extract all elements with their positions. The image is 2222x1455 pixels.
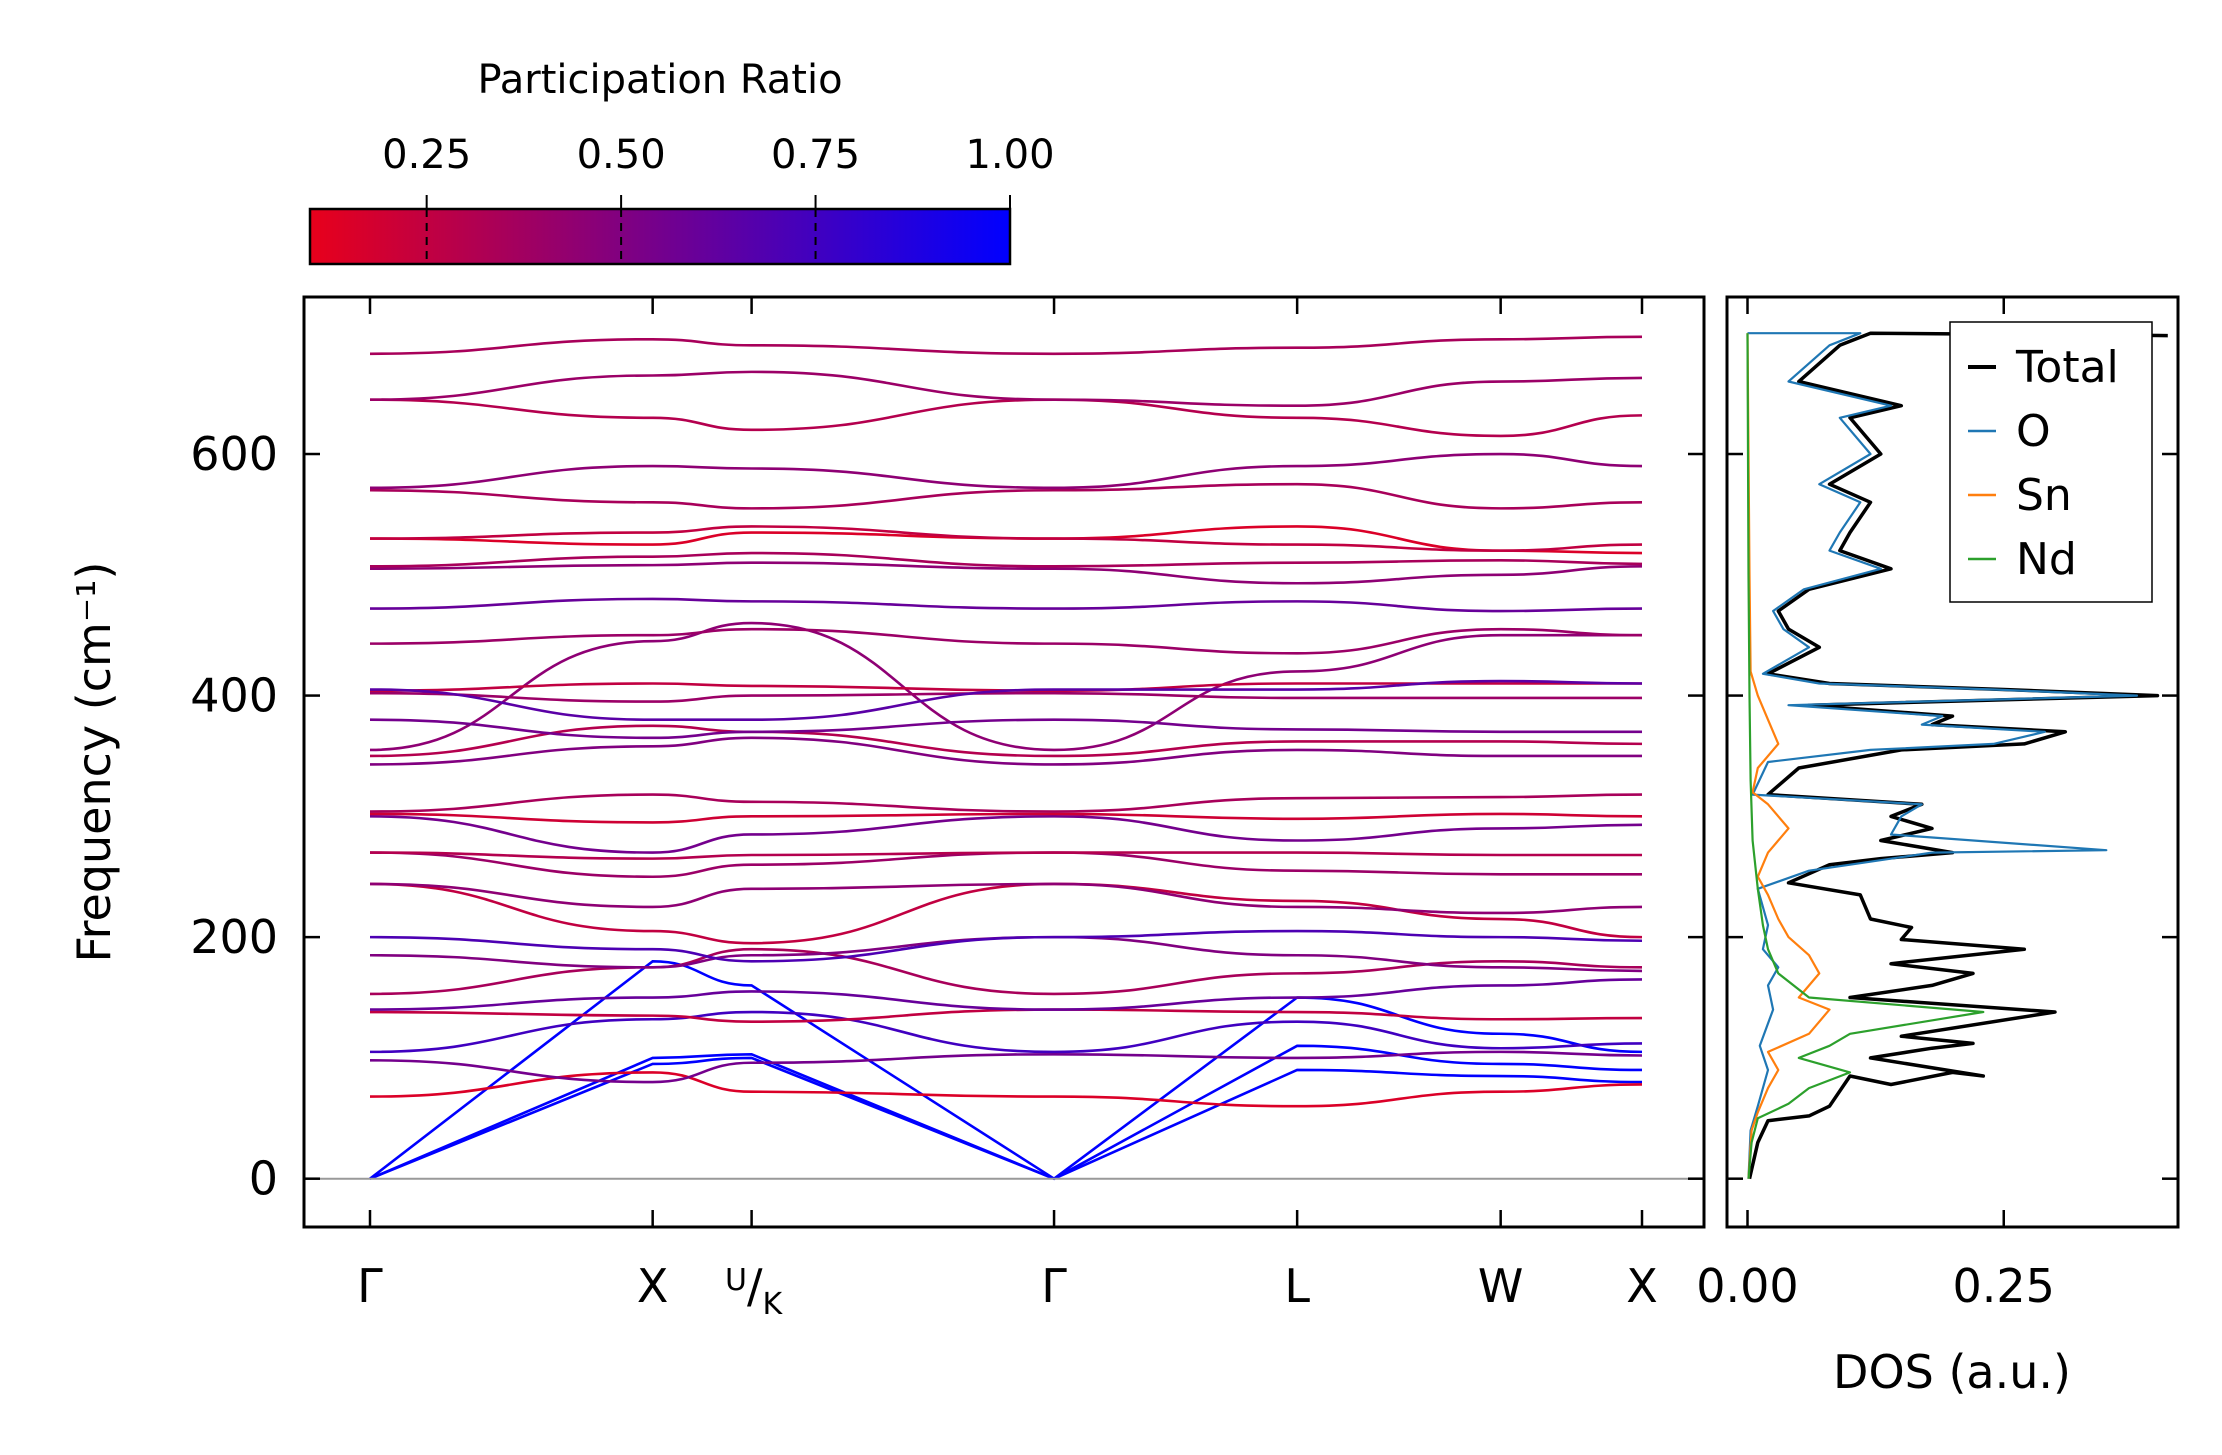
kpoint-label: U/K — [725, 1259, 783, 1322]
phonon-branch — [369, 679, 1643, 722]
dos-series-nd — [1746, 333, 1985, 1179]
phonon-branch — [369, 1010, 1643, 1054]
phonon-branch — [369, 929, 1643, 963]
kpoint-label: Γ — [1041, 1259, 1067, 1313]
phonon-branch — [369, 882, 1643, 945]
dos-series-total — [1747, 331, 2168, 1180]
dos-panel: 0.00 0.25 DOS (a.u.) Total O Sn Nd — [1696, 295, 2180, 1399]
kpoint-label: X — [1626, 1259, 1658, 1313]
phonon-branch — [369, 370, 1643, 408]
phonon-branch — [369, 718, 1642, 740]
kpoint-label: Γ — [357, 1259, 383, 1313]
dos-series-sn — [1746, 333, 1831, 1179]
phonon-branch — [369, 561, 1643, 585]
phonon-branch — [369, 1008, 1643, 1023]
colorbar-tick-label: 1.00 — [965, 132, 1054, 178]
phonon-branch — [369, 627, 1643, 655]
phonon-branch — [369, 1050, 1643, 1084]
phonon-branch — [369, 935, 1643, 973]
phonon-branch — [369, 551, 1643, 568]
phonon-branch — [369, 482, 1643, 510]
phonon-branch — [369, 1071, 1643, 1108]
legend-label: Total — [2015, 342, 2119, 393]
y-tick-label: 600 — [190, 427, 278, 481]
phonon-branch — [369, 882, 1643, 915]
phonon-branch — [369, 691, 1642, 703]
phonon-branch — [369, 724, 1643, 758]
dos-legend: Total O Sn Nd — [1949, 321, 2153, 603]
phonon-branch — [369, 621, 1642, 752]
phonon-branch — [369, 1044, 1643, 1181]
colorbar-title: Participation Ratio — [477, 57, 842, 103]
dos-frame — [1725, 295, 2180, 1229]
y-axis-label: Frequency (cm⁻¹) — [67, 562, 121, 963]
legend-label: O — [2016, 406, 2051, 457]
colorbar: Participation Ratio 0.25 0.50 0.75 1.00 — [308, 57, 1055, 266]
colorbar-tick-label: 0.75 — [771, 132, 860, 178]
y-tick-label: 0 — [249, 1152, 278, 1206]
legend-label: Sn — [2016, 470, 2072, 521]
phonon-branch — [369, 335, 1643, 356]
band-structure-panel: 0 200 400 600 Γ X U/K Γ L W X Frequency (cm⁻¹) — [67, 295, 1706, 1322]
phonon-branch — [369, 959, 1643, 1181]
phonon-branch — [369, 812, 1643, 824]
kpoint-label: L — [1284, 1259, 1310, 1313]
legend-label: Nd — [2016, 534, 2077, 585]
y-tick-label: 200 — [190, 910, 278, 964]
phonon-branch — [369, 815, 1643, 854]
phonon-branch — [369, 452, 1643, 490]
dos-x-axis-label: DOS (a.u.) — [1833, 1345, 2071, 1399]
colorbar-tick-label: 0.25 — [382, 132, 471, 178]
phonon-branch — [369, 597, 1643, 613]
phonon-branch — [369, 736, 1642, 766]
phonon-branch — [369, 793, 1643, 813]
dos-series-o — [1747, 332, 2139, 1179]
band-structure-frame — [302, 295, 1706, 1229]
colorbar-gradient — [308, 207, 1012, 266]
phonon-branch — [369, 851, 1642, 860]
phonon-branch — [369, 398, 1643, 438]
kpoint-label: X — [637, 1259, 669, 1313]
phonon-branch — [369, 978, 1643, 1011]
phonon-branch — [369, 1056, 1643, 1181]
phonon-branch — [369, 525, 1643, 552]
dos-x-tick-label: 0.25 — [1953, 1259, 2055, 1313]
dos-x-tick-label: 0.00 — [1696, 1259, 1798, 1313]
kpoint-label: W — [1478, 1259, 1523, 1313]
colorbar-tick-label: 0.50 — [577, 132, 666, 178]
y-tick-label: 400 — [190, 669, 278, 723]
